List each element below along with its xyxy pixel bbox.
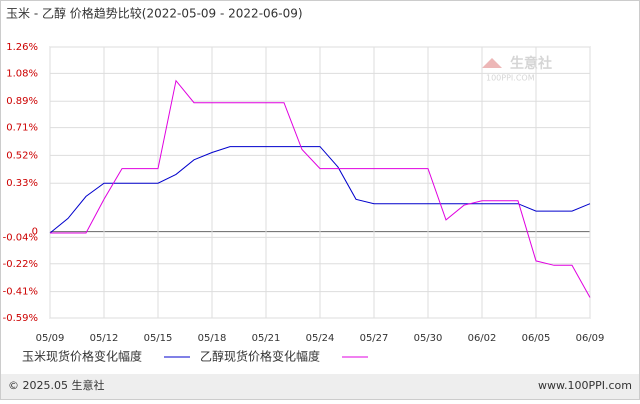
footer-right: www.100PPI.com: [538, 379, 632, 392]
x-tick-label: 05/27: [360, 333, 389, 344]
x-tick-label: 05/21: [252, 333, 281, 344]
y-tick-label: 0.52%: [6, 150, 38, 161]
y-tick-label: 0.33%: [6, 178, 38, 189]
chart-title: 玉米 - 乙醇 价格趋势比较(2022-05-09 - 2022-06-09): [6, 6, 303, 21]
x-tick-label: 05/24: [306, 333, 335, 344]
x-tick-label: 05/09: [36, 333, 65, 344]
x-tick-label: 05/15: [144, 333, 173, 344]
legend-label: 乙醇现货价格变化幅度: [200, 349, 320, 364]
legend-label: 玉米现货价格变化幅度: [22, 349, 142, 364]
watermark: 生意社 100PPI.COM: [482, 55, 552, 83]
y-tick-label: -0.22%: [3, 259, 38, 270]
watermark-icon: [482, 58, 502, 68]
series-line: [50, 79, 591, 298]
watermark-brand: 生意社: [510, 55, 552, 72]
y-tick-label: -0.41%: [3, 287, 38, 298]
y-tick-label: 0: [32, 227, 38, 238]
watermark-site: 100PPI.COM: [486, 74, 535, 83]
y-tick-label: -0.59%: [3, 313, 38, 324]
series-line: [49, 146, 591, 234]
footer-bar: [1, 374, 639, 399]
y-tick-label: -0.04%: [3, 232, 38, 243]
footer-left: © 2025.05 生意社: [8, 378, 104, 392]
x-tick-label: 05/18: [198, 333, 227, 344]
x-tick-label: 05/12: [90, 333, 119, 344]
y-tick-label: 0.89%: [6, 96, 38, 107]
y-tick-label: 0.71%: [6, 123, 38, 134]
x-tick-label: 05/30: [414, 333, 443, 344]
x-tick-label: 06/05: [522, 333, 551, 344]
x-tick-label: 06/02: [468, 333, 497, 344]
y-tick-label: 1.26%: [6, 42, 38, 53]
y-tick-label: 1.08%: [6, 68, 38, 79]
x-tick-label: 06/09: [576, 333, 605, 344]
